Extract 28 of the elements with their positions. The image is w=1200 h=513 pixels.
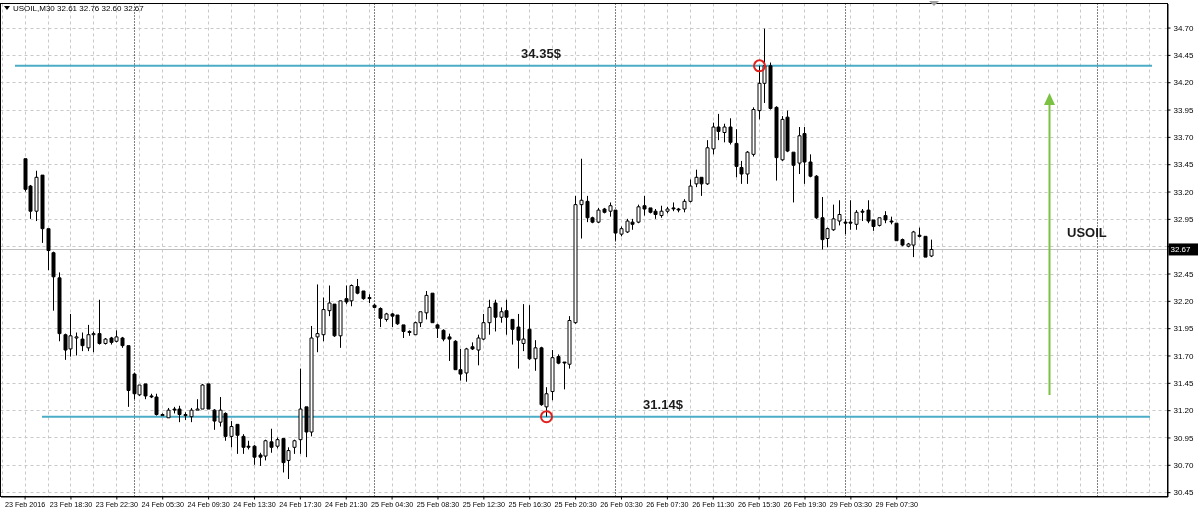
- y-tick-label: 34.70: [1173, 23, 1195, 33]
- y-tick-label: 31.95: [1173, 324, 1195, 334]
- y-tick-label: 33.45: [1173, 160, 1195, 170]
- candlestick: [51, 251, 56, 312]
- y-tick-label: 33.95: [1173, 105, 1195, 115]
- y-tick-label: 31.70: [1173, 351, 1195, 361]
- y-tick-label: 30.70: [1173, 460, 1195, 470]
- ref-line-label: 34.35$: [521, 45, 562, 61]
- y-tick-label: 30.45: [1173, 488, 1195, 498]
- y-tick-label: 34.20: [1173, 78, 1195, 88]
- candlestick: [57, 271, 62, 342]
- candlestick: [734, 128, 739, 178]
- candlestick: [292, 439, 297, 455]
- y-tick-label: 32.95: [1173, 214, 1195, 224]
- ref-line-label: 31.14$: [643, 396, 684, 412]
- y-tick-label: 31.20: [1173, 406, 1195, 416]
- y-tick-label: 32.45: [1173, 269, 1195, 279]
- candlestick: [372, 303, 377, 309]
- annotation: USOIL: [1067, 225, 1107, 240]
- y-tick-label: 31.45: [1173, 378, 1195, 388]
- y-tick-label: 33.70: [1173, 132, 1195, 142]
- y-tick-label: 34.45: [1173, 50, 1195, 60]
- y-tick-label: 33.20: [1173, 187, 1195, 197]
- y-tick-label: 32.20: [1173, 296, 1195, 306]
- ref-line-label: 32.67: [1170, 245, 1192, 255]
- y-tick-label: 30.95: [1173, 433, 1195, 443]
- chart-title: USOIL,M30 32.61 32.76 32.60 32.67: [13, 4, 145, 13]
- candlestick: [435, 323, 440, 339]
